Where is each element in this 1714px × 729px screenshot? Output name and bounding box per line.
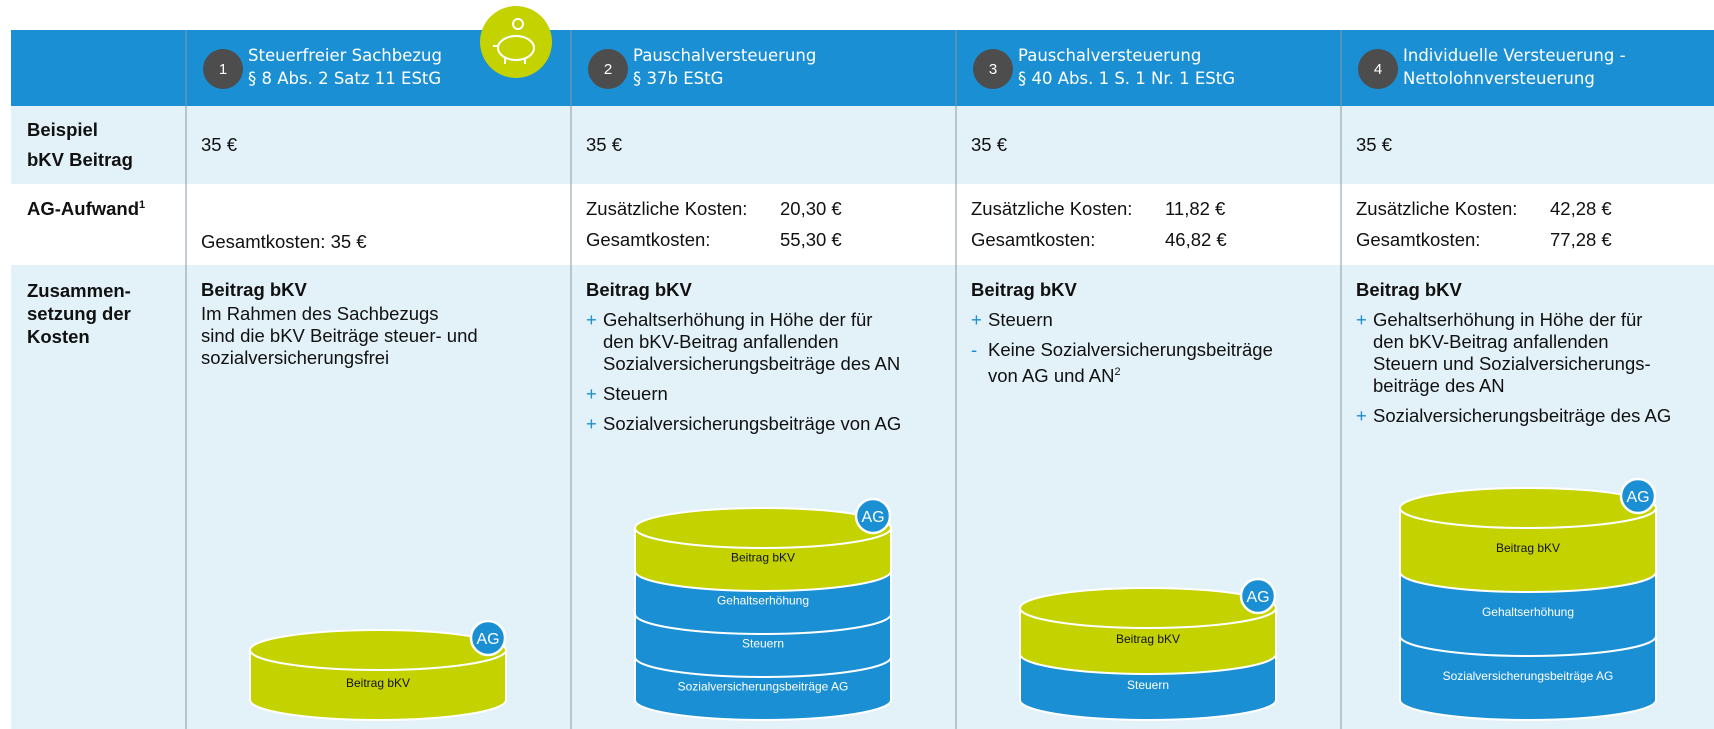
- cost-label: Gesamtkosten:: [201, 231, 325, 252]
- cell-heading: Beitrag bKV: [586, 279, 946, 301]
- footnote: 2: [1115, 366, 1121, 378]
- badge-label: AG: [1626, 489, 1649, 506]
- item-sign: +: [586, 413, 597, 435]
- layer-label: Sozialversicherungsbeiträge AG: [1443, 669, 1614, 683]
- cost-label: Gesamtkosten:: [1356, 229, 1480, 251]
- list-item: + Gehaltserhöhung in Höhe der fürden bKV-…: [1356, 309, 1714, 397]
- row-label: Beispiel: [27, 119, 98, 141]
- footnote: 1: [139, 199, 145, 211]
- layer-label: Gehaltserhöhung: [717, 594, 809, 608]
- layer-label: Steuern: [742, 637, 784, 651]
- row-label-text: AG-Aufwand: [27, 198, 139, 219]
- item-line: Sozialversicherungsbeiträge des AN: [603, 353, 946, 375]
- layer-label: Sozialversicherungsbeiträge AG: [678, 680, 849, 694]
- column-number: 3: [989, 61, 997, 78]
- text-line: sind die bKV Beiträge steuer- und: [201, 325, 561, 347]
- list-item: + Steuern: [586, 383, 946, 405]
- layer-label: Beitrag bKV: [346, 676, 410, 690]
- list-item: -Keine Sozialversicherungsbeiträgevon AG…: [971, 339, 1331, 387]
- stack-top: [635, 508, 891, 548]
- cost-value: 11,82 €: [1165, 198, 1225, 220]
- column-title: § 40 Abs. 1 S. 1 Nr. 1 EStG: [1018, 67, 1235, 90]
- layer-label: Gehaltserhöhung: [1482, 605, 1574, 619]
- badge-label: AG: [1246, 589, 1269, 606]
- cell-heading: Beitrag bKV: [971, 279, 1331, 301]
- example-value: 35 €: [1356, 134, 1392, 156]
- cost-value: 77,28 €: [1550, 229, 1612, 251]
- cell-text: Beitrag bKV + Gehaltserhöhung in Höhe der …: [1356, 279, 1714, 427]
- layer-label: Beitrag bKV: [731, 551, 795, 565]
- cost-label: Gesamtkosten:: [971, 229, 1095, 251]
- item-line: Steuern: [603, 383, 946, 405]
- column-title: Steuerfreier Sachbezug: [248, 44, 442, 67]
- item-line: Keine Sozialversicherungsbeiträge: [988, 339, 1331, 361]
- cost-value: 35 €: [331, 231, 367, 252]
- column-title: Pauschalversteuerung: [633, 44, 816, 67]
- column-number: 2: [604, 61, 612, 78]
- layer-label: Beitrag bKV: [1496, 541, 1560, 555]
- piggy-icon: [480, 6, 552, 78]
- item-line: beiträge des AN: [1373, 375, 1714, 397]
- row-label: Zusammen-: [27, 280, 131, 302]
- item-line: Sozialversicherungsbeiträge von AG: [603, 413, 946, 435]
- column-title: § 8 Abs. 2 Satz 11 EStG: [248, 67, 441, 90]
- badge-label: AG: [861, 509, 884, 526]
- item-line: Steuern und Sozialversicherungs-: [1373, 353, 1714, 375]
- cost-value: 20,30 €: [780, 198, 842, 220]
- cell-text: Beitrag bKV+Steuern-Keine Sozialversiche…: [971, 279, 1331, 387]
- cost-label: Gesamtkosten:: [586, 229, 710, 251]
- row-label: Kosten: [27, 326, 90, 348]
- stack-top: [1400, 488, 1656, 528]
- text-line: Im Rahmen des Sachbezugs: [201, 303, 561, 325]
- cost-label: Zusätzliche Kosten:: [1356, 198, 1517, 220]
- cost-label: Zusätzliche Kosten:: [971, 198, 1132, 220]
- row-label: bKV Beitrag: [27, 149, 133, 171]
- stack-top: [1020, 588, 1276, 628]
- example-value: 35 €: [971, 134, 1007, 156]
- text-line: sozialversicherungsfrei: [201, 347, 561, 369]
- item-sign: +: [1356, 309, 1367, 331]
- list-item: + Sozialversicherungsbeiträge des AG: [1356, 405, 1714, 427]
- item-line: Gehaltserhöhung in Höhe der für: [1373, 309, 1714, 331]
- column-title: § 37b EStG: [633, 67, 723, 90]
- item-line: Steuern: [988, 309, 1331, 331]
- badge-label: AG: [476, 631, 499, 648]
- cell-heading: Beitrag bKV: [1356, 279, 1714, 301]
- layer-label: Steuern: [1127, 678, 1169, 692]
- layer-label: Beitrag bKV: [1116, 632, 1180, 646]
- column-title: Pauschalversteuerung: [1018, 44, 1201, 67]
- item-sign: +: [586, 383, 597, 405]
- example-value: 35 €: [586, 134, 622, 156]
- item-sign: +: [586, 309, 597, 331]
- column-number: 1: [219, 61, 227, 78]
- row-label: AG-Aufwand1: [27, 198, 145, 220]
- item-line: den bKV-Beitrag anfallenden: [603, 331, 946, 353]
- example-value: 35 €: [201, 134, 237, 156]
- list-item: + Steuern: [971, 309, 1331, 331]
- list-item: + Sozialversicherungsbeiträge von AG: [586, 413, 946, 435]
- item-sign: +: [971, 309, 982, 331]
- cell-heading: Beitrag bKV: [201, 279, 561, 301]
- row-label: setzung der: [27, 303, 131, 325]
- cost-label: Zusätzliche Kosten:: [586, 198, 747, 220]
- item-line: von AG und AN2: [988, 361, 1331, 387]
- item-sign: -: [971, 339, 977, 361]
- column-number: 4: [1374, 61, 1382, 78]
- page: 1 2 3 4 Beitrag bKV AG Beitrag bKV Gehaltserhöh…: [0, 0, 1714, 729]
- item-line: den bKV-Beitrag anfallenden: [1373, 331, 1714, 353]
- item-sign: +: [1356, 405, 1367, 427]
- column-title: Individuelle Versteuerung -: [1403, 44, 1626, 67]
- stack-top: [250, 630, 506, 670]
- cost-value: 46,82 €: [1165, 229, 1227, 251]
- cell-text: Beitrag bKV + Gehaltserhöhung in Höhe der …: [586, 279, 946, 435]
- cost-total: Gesamtkosten: 35 €: [201, 231, 367, 253]
- item-line: Sozialversicherungsbeiträge des AG: [1373, 405, 1714, 427]
- cost-value: 42,28 €: [1550, 198, 1612, 220]
- column-title: Nettolohnversteuerung: [1403, 67, 1595, 90]
- cost-value: 55,30 €: [780, 229, 842, 251]
- item-line: Gehaltserhöhung in Höhe der für: [603, 309, 946, 331]
